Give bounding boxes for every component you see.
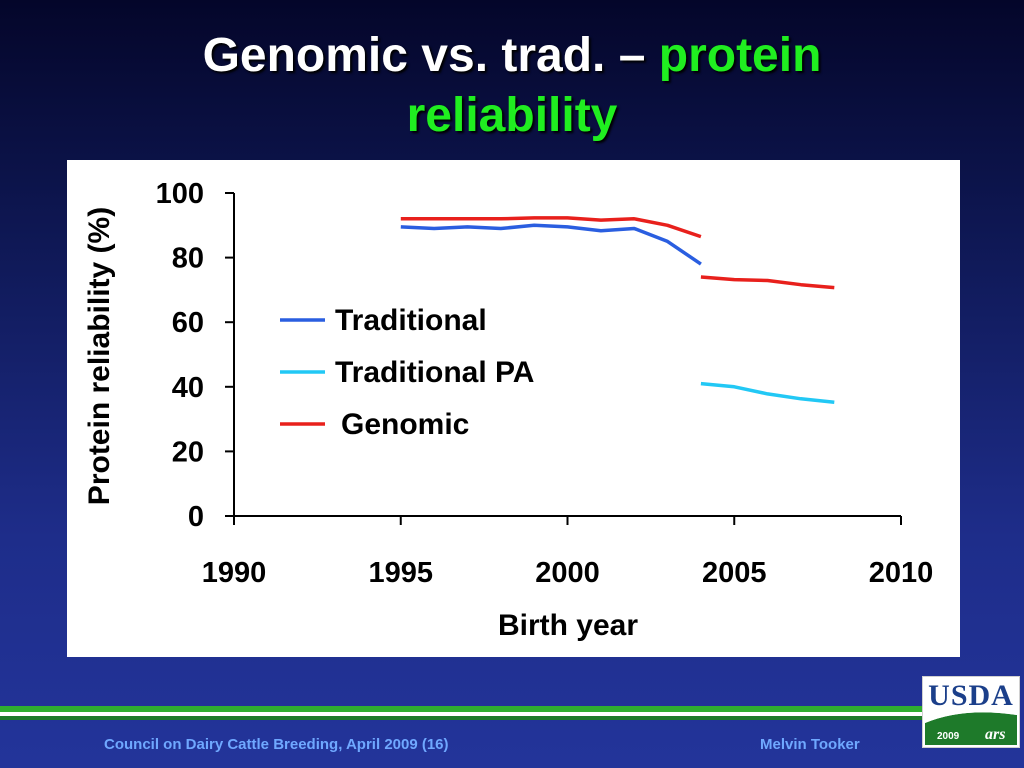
y-tick-label: 0 [188,501,204,533]
legend-label-genomic: Genomic [341,408,469,441]
y-axis-title: Protein reliability (%) [83,207,116,505]
series-line-traditional [400,223,702,266]
x-tick-label: 2005 [702,557,767,589]
x-tick-label: 2000 [535,557,600,589]
footer-author: Melvin Tooker [760,736,860,753]
chart-panel: 0 20 40 60 80 100 1990 1995 2000 2005 2010 Traditi… [67,160,960,657]
footer-conference: Council on Dairy Cattle Breeding, April … [104,736,449,753]
y-tick-label: 80 [172,243,204,275]
usda-logo-year: 2009 [937,731,960,742]
title-white-part: Genomic vs. trad. – [202,29,659,82]
footer-stripe-white [0,712,922,716]
y-tick-label: 60 [172,307,204,339]
series-line-traditional-pa [700,381,835,405]
footer-stripe-dark-green [0,716,922,720]
x-axis-title: Birth year [498,609,638,642]
axes: 0 20 40 60 80 100 1990 1995 2000 2005 2010 [156,178,934,589]
chart-svg: 0 20 40 60 80 100 1990 1995 2000 2005 2010 Traditi… [83,178,934,642]
series-lines [400,216,835,405]
y-tick-label: 100 [156,178,204,210]
usda-logo-text: USDA [928,679,1014,712]
series-line-genomic-seg-1 [700,275,835,290]
y-tick-label: 20 [172,436,204,468]
slide-title: Genomic vs. trad. – protein reliability [0,26,1024,146]
x-tick-label: 2010 [869,557,934,589]
x-tick-label: 1995 [368,557,433,589]
legend-label-traditional-pa: Traditional PA [335,356,534,389]
legend: Traditional Traditional PA Genomic [280,304,534,441]
legend-label-traditional: Traditional [335,304,487,337]
footer-stripe-green [0,706,922,712]
title-line-1: Genomic vs. trad. – protein [0,26,1024,86]
y-tick-label: 40 [172,372,204,404]
usda-logo: USDA 2009 ars [922,676,1020,748]
usda-logo-ars: ars [985,726,1006,743]
usda-logo-swoosh [925,708,1017,745]
footer-stripes [0,706,922,724]
title-line-2: reliability [0,86,1024,146]
x-tick-label: 1990 [202,557,267,589]
title-green-part-1: protein [658,29,822,82]
series-line-genomic-seg-0 [400,216,702,239]
title-green-part-2: reliability [406,89,618,142]
